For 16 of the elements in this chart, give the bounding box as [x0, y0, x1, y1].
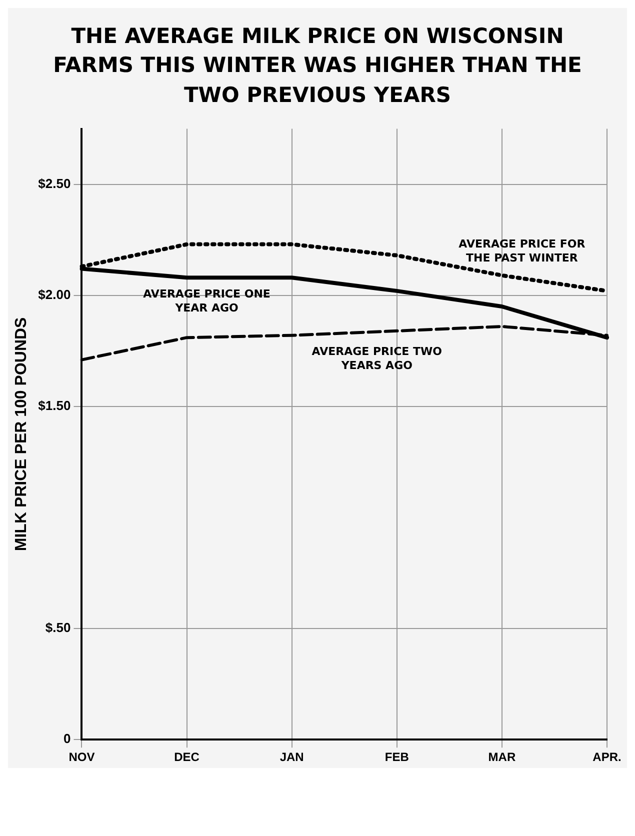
y-axis-title: MILK PRICE PER 100 POUNDS — [13, 317, 30, 552]
x-tick-label: APR. — [592, 750, 622, 764]
y-tick-label: $1.50 — [38, 398, 71, 414]
series-label: AVERAGE PRICE ONE YEAR AGO — [143, 288, 270, 315]
x-tick-label: JAN — [280, 750, 304, 764]
y-tick-label: $2.00 — [38, 287, 71, 302]
y-tick-label: $2.50 — [38, 176, 71, 192]
y-tick-label: 0 — [63, 731, 71, 746]
x-tick-label: FEB — [384, 750, 410, 764]
x-tick-label: NOV — [68, 750, 95, 764]
series-label: AVERAGE PRICE TWO YEARS AGO — [312, 345, 442, 372]
x-tick-label: DEC — [174, 750, 200, 764]
y-tick-label: $.50 — [45, 620, 71, 636]
chart-title: THE AVERAGE MILK PRICE ON WISCONSIN FARMS THIS WINTER WAS HIGHER THAN THE TWO PREVIOUS YEARS — [52, 23, 583, 109]
series-label: AVERAGE PRICE FOR THE PAST WINTER — [458, 238, 586, 265]
x-tick-label: MAR — [488, 750, 516, 764]
